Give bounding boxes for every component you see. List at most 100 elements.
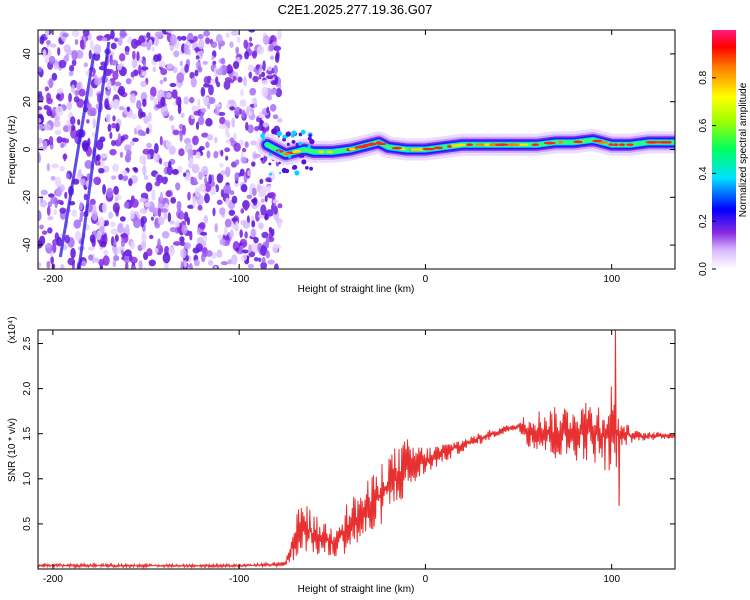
noise-blob xyxy=(243,75,247,87)
noise-blob xyxy=(136,51,140,62)
ridge-scatter xyxy=(298,153,304,158)
noise-blob xyxy=(217,111,226,117)
noise-blob xyxy=(218,124,227,130)
ridge-hotspot xyxy=(422,147,435,151)
noise-blob xyxy=(57,47,61,56)
noise-blob xyxy=(235,247,240,252)
ridge-scatter xyxy=(308,133,312,138)
noise-blob xyxy=(169,82,177,88)
noise-blob xyxy=(237,76,243,83)
noise-blob xyxy=(73,219,82,229)
noise-blob xyxy=(177,104,182,115)
noise-blob xyxy=(170,220,175,225)
noise-blob xyxy=(81,260,87,267)
noise-blob xyxy=(123,255,131,264)
noise-blob xyxy=(179,241,186,247)
noise-blob xyxy=(88,86,93,98)
noise-blob xyxy=(166,63,174,70)
noise-blob xyxy=(195,121,200,131)
noise-blob xyxy=(266,74,274,80)
noise-blob xyxy=(218,42,222,50)
ridge-scatter xyxy=(298,141,302,146)
noise-blob xyxy=(244,231,248,239)
noise-blob xyxy=(194,186,201,198)
noise-blob xyxy=(64,191,68,199)
noise-blob xyxy=(70,247,76,259)
noise-blob xyxy=(274,53,280,63)
noise-blob xyxy=(89,234,96,244)
noise-blob xyxy=(40,189,48,196)
noise-blob xyxy=(224,218,232,228)
noise-blob xyxy=(203,76,210,85)
noise-blob xyxy=(182,124,186,136)
noise-blob xyxy=(261,79,268,86)
noise-blob xyxy=(40,195,44,204)
noise-blob xyxy=(273,205,278,215)
noise-blob xyxy=(160,96,166,107)
noise-blob xyxy=(46,205,51,216)
noise-blob xyxy=(170,197,177,204)
noise-blob xyxy=(110,59,119,66)
noise-blob xyxy=(204,176,208,185)
noise-blob xyxy=(58,59,67,69)
noise-blob xyxy=(74,39,79,46)
spectrogram-x-ticks: -200 -100 0 100 xyxy=(43,30,620,285)
noise-blob xyxy=(93,176,102,186)
ridge-scatter xyxy=(309,166,313,171)
noise-blob xyxy=(112,163,119,173)
noise-blob xyxy=(158,61,166,68)
noise-blob xyxy=(247,170,252,177)
noise-blob xyxy=(244,50,250,60)
noise-blob xyxy=(232,60,240,70)
noise-blob xyxy=(188,97,195,104)
noise-blob xyxy=(47,106,52,113)
noise-blob xyxy=(219,207,226,216)
noise-blob xyxy=(227,79,235,84)
noise-blob xyxy=(56,136,63,144)
noise-blob xyxy=(110,30,115,40)
noise-blob xyxy=(107,68,114,74)
ridge-scatter xyxy=(278,161,281,165)
noise-blob xyxy=(201,165,209,176)
ridge-hotspot xyxy=(318,150,325,154)
noise-blob xyxy=(171,89,178,99)
noise-blob xyxy=(277,220,282,229)
noise-blob xyxy=(153,35,159,47)
ridge-scatter xyxy=(269,172,273,176)
noise-blob xyxy=(119,32,128,37)
ridge-hotspot xyxy=(626,143,634,147)
noise-blob xyxy=(216,249,223,258)
noise-blob xyxy=(38,137,43,144)
noise-blob xyxy=(177,165,183,173)
noise-blob xyxy=(91,132,96,138)
noise-blob xyxy=(106,187,114,199)
noise-blob xyxy=(124,45,130,53)
noise-blob xyxy=(219,238,226,246)
noise-blob xyxy=(172,129,180,136)
noise-blob xyxy=(195,243,203,252)
noise-blob xyxy=(265,177,272,183)
noise-blob xyxy=(173,50,180,58)
ridge-scatter xyxy=(291,130,297,136)
noise-blob xyxy=(139,154,147,165)
noise-blob xyxy=(68,92,72,103)
noise-blob xyxy=(63,153,67,162)
noise-blob xyxy=(224,147,231,153)
ridge-hotspot xyxy=(531,143,540,147)
ridge-scatter xyxy=(277,150,280,154)
noise-blob xyxy=(235,220,239,231)
noise-blob xyxy=(99,265,104,269)
noise-blob xyxy=(113,84,117,92)
snr-x-label: Height of straight line (km) xyxy=(298,584,415,595)
noise-blob xyxy=(111,175,117,180)
noise-blob xyxy=(241,109,246,119)
noise-blob xyxy=(197,33,204,40)
noise-blob xyxy=(223,184,231,194)
noise-blob xyxy=(251,220,256,228)
y-tick-label: -40 xyxy=(22,237,33,252)
noise-blob xyxy=(225,131,231,138)
noise-blob xyxy=(69,116,76,125)
noise-blob xyxy=(243,39,249,50)
noise-blob xyxy=(45,30,50,38)
noise-blob xyxy=(92,118,96,129)
